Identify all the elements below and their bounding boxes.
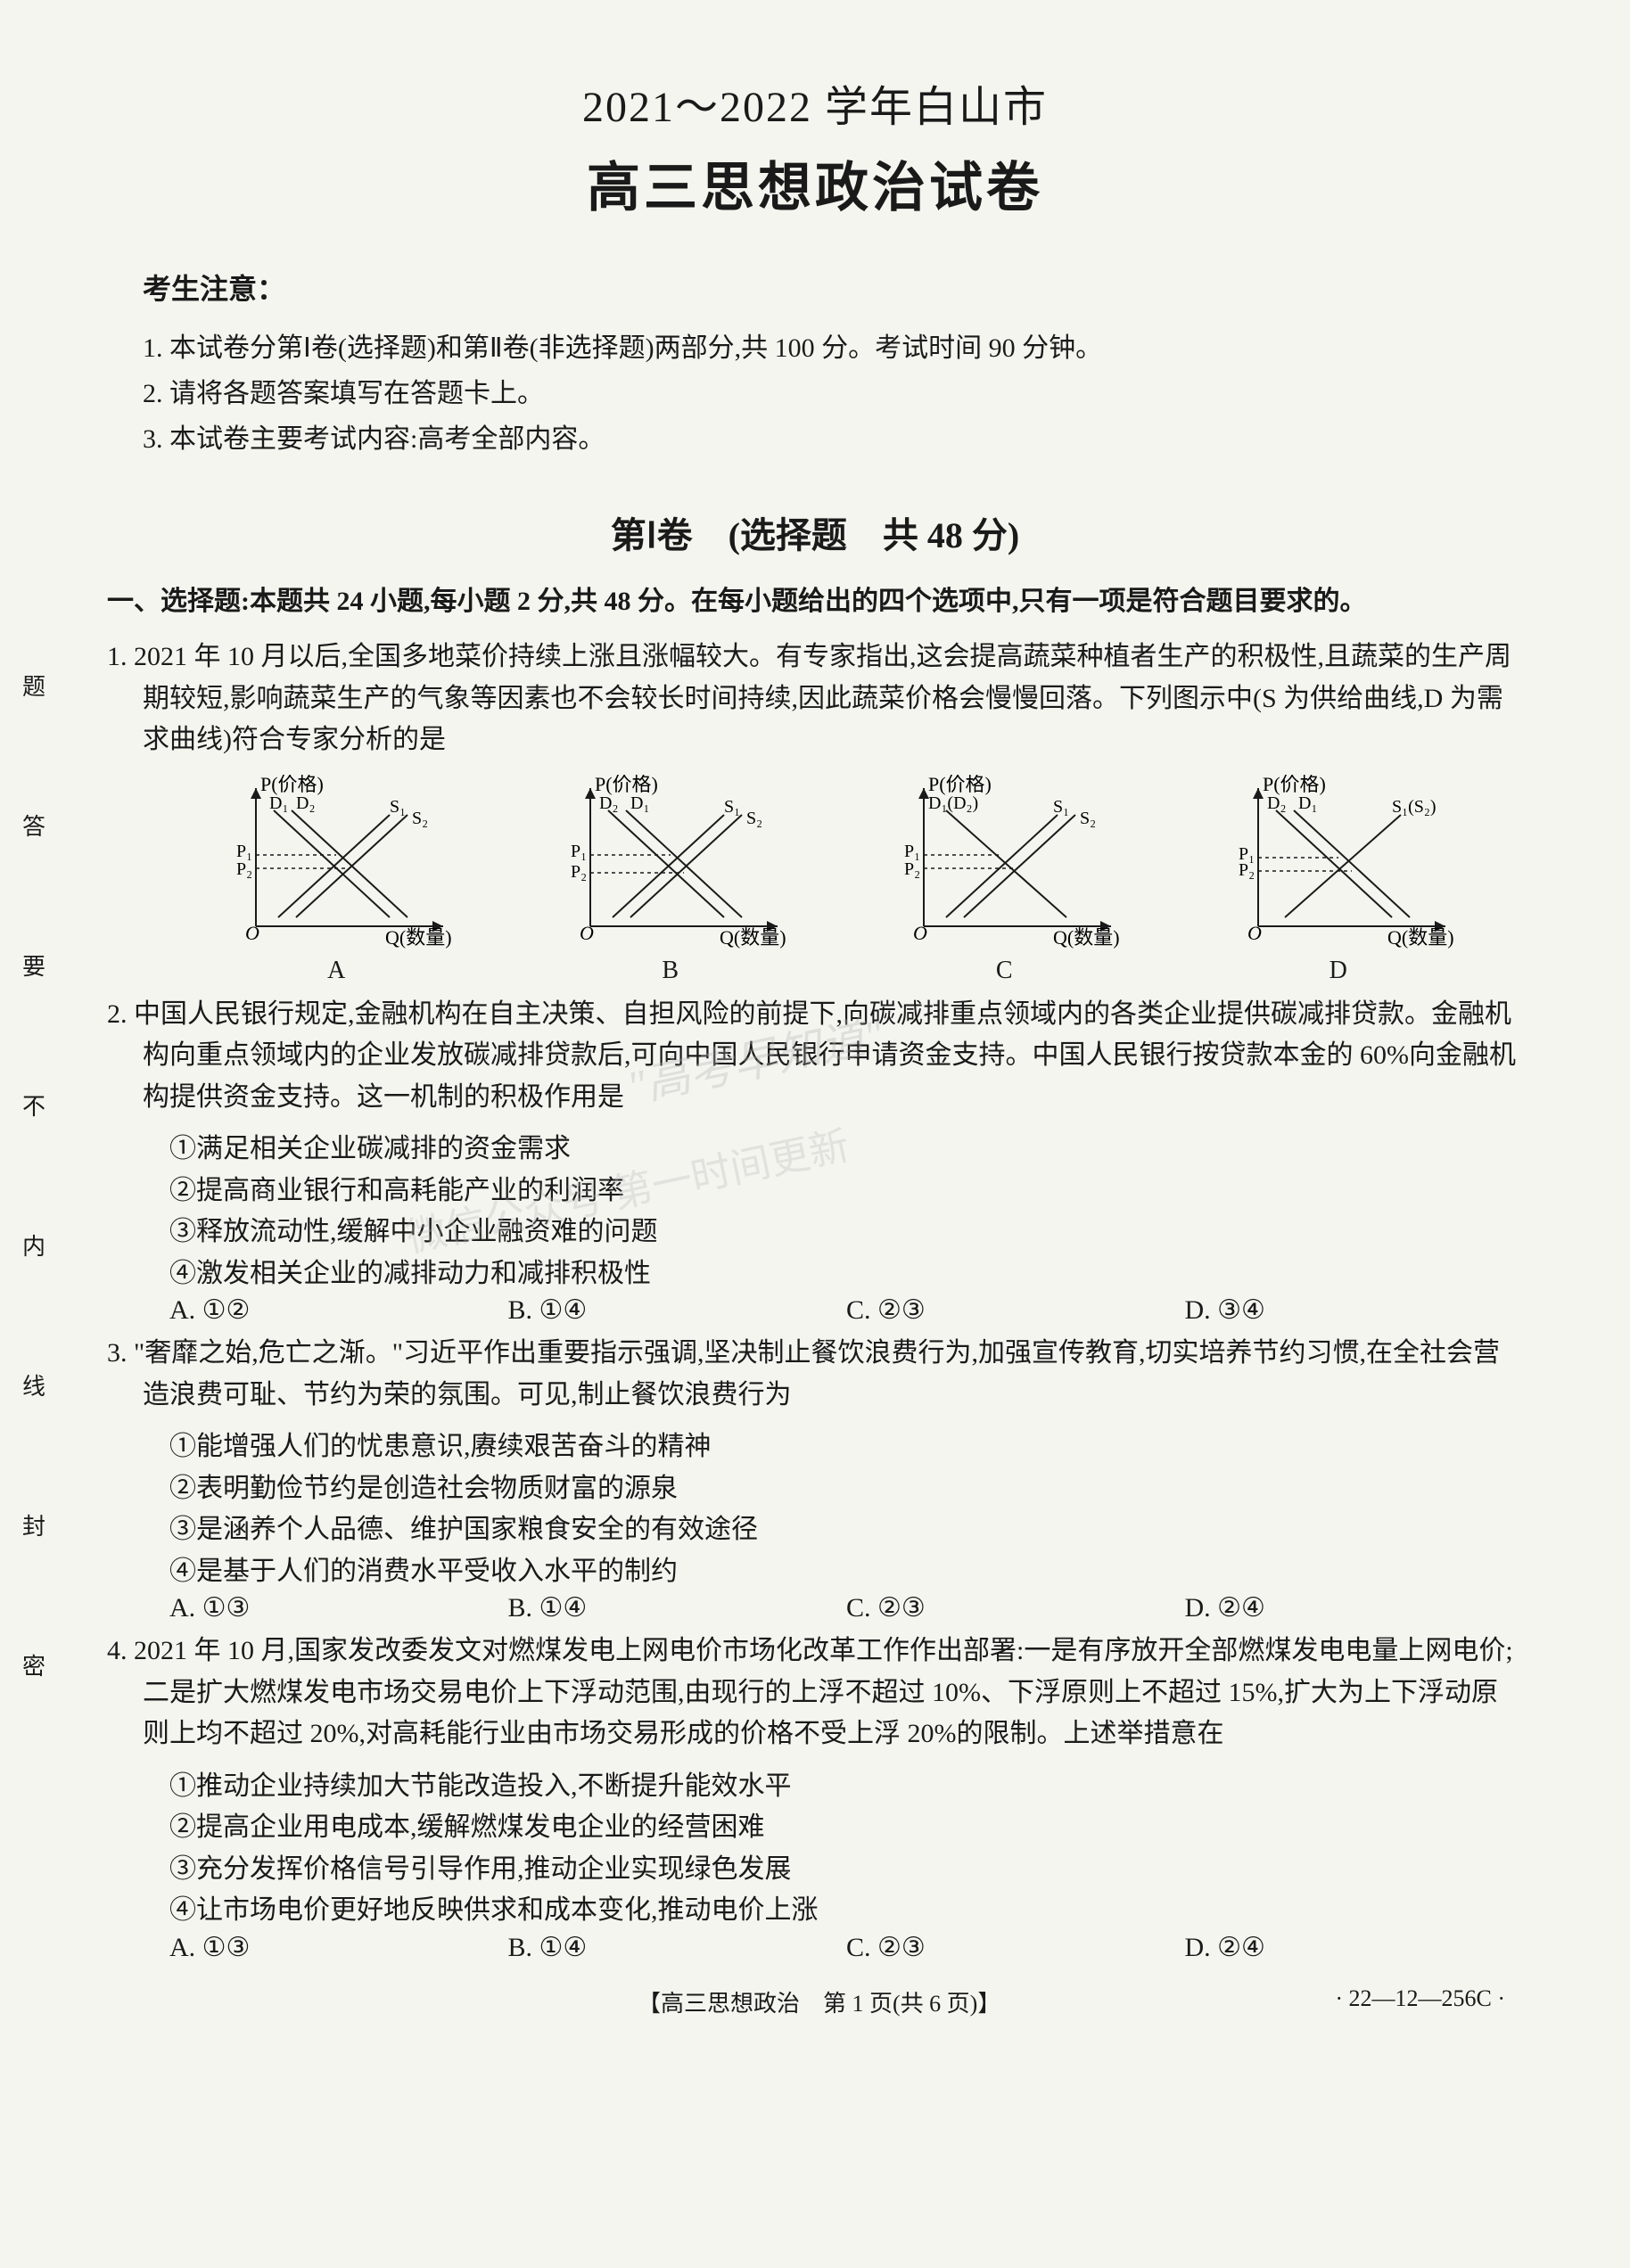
svg-text:O: O: [1247, 922, 1262, 944]
svg-text:D₁: D₁: [630, 793, 649, 813]
q4-opt-D: D. ②④: [1185, 1932, 1524, 1963]
svg-text:Q(数量): Q(数量): [1387, 926, 1454, 949]
q2-opt-B: B. ①④: [508, 1294, 847, 1326]
q2-sub-4: ④激发相关企业的减排动力和减排积极性: [169, 1253, 1523, 1295]
svg-text:D₂: D₂: [1267, 793, 1286, 813]
svg-text:O: O: [580, 922, 594, 944]
page-footer: 【高三思想政治 第 1 页(共 6 页)】 · 22—12—256C ·: [54, 1985, 1576, 2018]
chart-C: P(价格) Q(数量) O D₁(D₂) S₁ S₂ P₁ P₂ C: [879, 775, 1129, 985]
margin-seal-text: 题 答 要 不 内 线 封 密: [22, 669, 45, 1681]
q2-sub-2: ②提高商业银行和高耗能产业的利润率: [169, 1171, 1523, 1212]
notice-item: 1. 本试卷分第Ⅰ卷(选择题)和第Ⅱ卷(非选择题)两部分,共 100 分。考试时…: [143, 325, 1576, 371]
margin-char: 不: [22, 1089, 45, 1122]
charts-row: P(价格) Q(数量) O D₁ D₂ S₁ S₂ P₁ P₂ A P(价格): [169, 775, 1505, 985]
svg-text:P₁: P₁: [904, 842, 920, 861]
svg-text:O: O: [245, 922, 259, 944]
margin-char: 线: [22, 1368, 45, 1401]
svg-text:P₂: P₂: [904, 859, 920, 879]
margin-char: 封: [22, 1508, 45, 1541]
chart-D-label: D: [1214, 957, 1463, 985]
svg-text:S₂: S₂: [1080, 809, 1096, 828]
margin-char: 内: [22, 1228, 45, 1261]
q4-sub-1: ①推动企业持续加大节能改造投入,不断提升能效水平: [169, 1766, 1523, 1808]
svg-text:D₁: D₁: [269, 793, 288, 813]
svg-text:D₁(D₂): D₁(D₂): [928, 793, 978, 813]
q3-opt-B: B. ①④: [508, 1592, 847, 1623]
notice-item: 2. 请将各题答案填写在答题卡上。: [143, 371, 1576, 416]
chart-B: P(价格) Q(数量) O D₂ D₁ S₁ S₂ P₁ P₂ B: [546, 775, 795, 985]
notice-list: 1. 本试卷分第Ⅰ卷(选择题)和第Ⅱ卷(非选择题)两部分,共 100 分。考试时…: [143, 325, 1576, 462]
footer-code: · 22—12—256C ·: [1335, 1985, 1505, 2018]
q3-sub-3: ③是涵养个人品德、维护国家粮食安全的有效途径: [169, 1509, 1523, 1551]
chart-C-svg: P(价格) Q(数量) O D₁(D₂) S₁ S₂ P₁ P₂: [879, 775, 1129, 953]
q2-sub-3: ③释放流动性,缓解中小企业融资难的问题: [169, 1212, 1523, 1253]
chart-D: P(价格) Q(数量) O D₂ D₁ S₁(S₂) P₁ P₂ D: [1214, 775, 1463, 985]
svg-text:S₁: S₁: [390, 797, 406, 817]
notice-item: 3. 本试卷主要考试内容:高考全部内容。: [143, 416, 1576, 462]
question-3: 3. "奢靡之始,危亡之渐。"习近平作出重要指示强调,坚决制止餐饮浪费行为,加强…: [107, 1333, 1523, 1416]
section-1-title: 第Ⅰ卷 (选择题 共 48 分): [54, 506, 1576, 558]
margin-char: 密: [22, 1648, 45, 1681]
svg-text:P(价格): P(价格): [595, 775, 658, 795]
svg-text:P(价格): P(价格): [260, 775, 324, 795]
chart-B-svg: P(价格) Q(数量) O D₂ D₁ S₁ S₂ P₁ P₂: [546, 775, 795, 953]
chart-C-label: C: [879, 957, 1129, 985]
q3-sub-2: ②表明勤俭节约是创造社会物质财富的源泉: [169, 1468, 1523, 1510]
svg-text:P₂: P₂: [571, 862, 587, 882]
q4-sub-2: ②提高企业用电成本,缓解燃煤发电企业的经营困难: [169, 1807, 1523, 1849]
svg-text:P₂: P₂: [1239, 860, 1255, 880]
chart-D-svg: P(价格) Q(数量) O D₂ D₁ S₁(S₂) P₁ P₂: [1214, 775, 1463, 953]
q3-sub-1: ①能增强人们的忧患意识,赓续艰苦奋斗的精神: [169, 1426, 1523, 1468]
q4-sub-3: ③充分发挥价格信号引导作用,推动企业实现绿色发展: [169, 1849, 1523, 1891]
svg-text:D₂: D₂: [296, 793, 315, 813]
q3-sub-4: ④是基于人们的消费水平受收入水平的制约: [169, 1551, 1523, 1593]
svg-text:S₂: S₂: [746, 809, 762, 828]
q4-opt-B: B. ①④: [508, 1932, 847, 1963]
svg-text:S₂: S₂: [412, 809, 428, 828]
q4-opt-C: C. ②③: [846, 1932, 1185, 1963]
chart-A-svg: P(价格) Q(数量) O D₁ D₂ S₁ S₂ P₁ P₂: [211, 775, 461, 953]
margin-char: 题: [22, 669, 45, 702]
svg-text:P₁: P₁: [236, 842, 252, 861]
svg-text:Q(数量): Q(数量): [720, 926, 786, 949]
notice-heading: 考生注意：: [143, 267, 1576, 308]
q2-opt-D: D. ③④: [1185, 1294, 1524, 1326]
svg-text:P₁: P₁: [571, 842, 587, 861]
svg-text:D₂: D₂: [599, 793, 618, 813]
q2-options: A. ①② B. ①④ C. ②③ D. ③④: [169, 1294, 1523, 1326]
svg-text:S₁: S₁: [1053, 797, 1069, 817]
exam-year-line: 2021～2022 学年白山市: [54, 71, 1576, 134]
svg-text:D₁: D₁: [1298, 793, 1317, 813]
svg-text:Q(数量): Q(数量): [1053, 926, 1120, 949]
chart-A-label: A: [211, 957, 461, 985]
footer-center: 【高三思想政治 第 1 页(共 6 页)】: [303, 1985, 1335, 2018]
svg-text:P₂: P₂: [236, 859, 252, 879]
chart-B-label: B: [546, 957, 795, 985]
q3-opt-A: A. ①③: [169, 1592, 508, 1623]
q2-opt-A: A. ①②: [169, 1294, 508, 1326]
svg-text:P(价格): P(价格): [928, 775, 992, 795]
exam-title: 高三思想政治试卷: [54, 144, 1576, 222]
q4-opt-A: A. ①③: [169, 1932, 508, 1963]
q3-options: A. ①③ B. ①④ C. ②③ D. ②④: [169, 1592, 1523, 1623]
margin-char: 答: [22, 809, 45, 842]
q4-options: A. ①③ B. ①④ C. ②③ D. ②④: [169, 1932, 1523, 1963]
section-1-instruction: 一、选择题:本题共 24 小题,每小题 2 分,共 48 分。在每小题给出的四个…: [107, 580, 1523, 623]
question-1: 1. 2021 年 10 月以后,全国多地菜价持续上涨且涨幅较大。有专家指出,这…: [107, 637, 1523, 761]
q3-opt-C: C. ②③: [846, 1592, 1185, 1623]
svg-text:Q(数量): Q(数量): [385, 926, 452, 949]
q2-opt-C: C. ②③: [846, 1294, 1185, 1326]
margin-char: 要: [22, 949, 45, 982]
q2-sub-1: ①满足相关企业碳减排的资金需求: [169, 1129, 1523, 1171]
q3-opt-D: D. ②④: [1185, 1592, 1524, 1623]
q4-sub-4: ④让市场电价更好地反映供求和成本变化,推动电价上涨: [169, 1890, 1523, 1932]
chart-A: P(价格) Q(数量) O D₁ D₂ S₁ S₂ P₁ P₂ A: [211, 775, 461, 985]
svg-text:S₁: S₁: [724, 797, 740, 817]
question-2: 2. 中国人民银行规定,金融机构在自主决策、自担风险的前提下,向碳减排重点领域内…: [107, 994, 1523, 1119]
svg-text:O: O: [913, 922, 927, 944]
svg-text:P(价格): P(价格): [1263, 775, 1326, 795]
svg-text:S₁(S₂): S₁(S₂): [1392, 797, 1437, 817]
question-4: 4. 2021 年 10 月,国家发改委发文对燃煤发电上网电价市场化改革工作作出…: [107, 1631, 1523, 1755]
